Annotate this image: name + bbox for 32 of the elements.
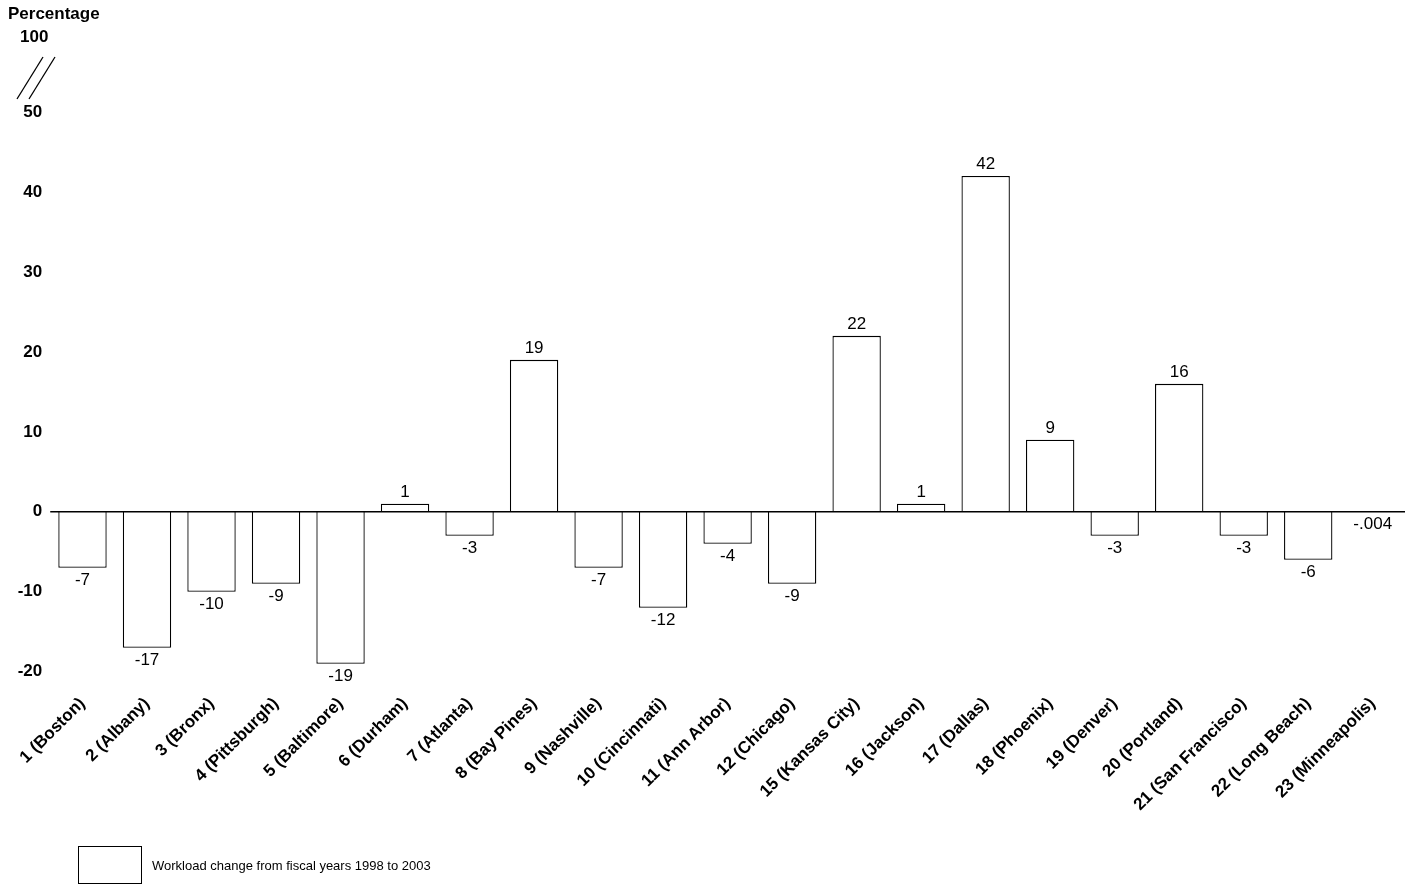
text: Workload change from fiscal years 1998 to 2003 — [152, 857, 431, 873]
y-tick-label: 20 — [23, 341, 43, 361]
data-label: -.004 — [1353, 513, 1393, 533]
y-axis-title: Percentage — [8, 4, 100, 24]
data-label: -6 — [1300, 561, 1316, 581]
data-label: 19 — [524, 338, 544, 358]
data-label: -12 — [650, 609, 676, 629]
data-label: 1 — [916, 481, 926, 501]
data-label: 16 — [1169, 362, 1189, 382]
y-tick-label: 50 — [23, 101, 43, 121]
y-tick-label: 0 — [32, 501, 43, 521]
data-label: -10 — [199, 593, 224, 613]
data-label: -19 — [328, 665, 353, 685]
data-label: -3 — [462, 537, 478, 557]
data-label: -7 — [74, 569, 91, 589]
y-tick-label: 30 — [23, 261, 43, 281]
data-label: 9 — [1045, 418, 1055, 437]
y-tick-label: 10 — [23, 421, 43, 441]
y-tick-label: -10 — [17, 581, 43, 601]
data-label: -7 — [591, 569, 607, 589]
data-label: -17 — [134, 649, 160, 669]
data-label: -3 — [1236, 537, 1252, 557]
data-label: 42 — [976, 154, 996, 174]
text: 100 — [20, 27, 49, 47]
data-label: -9 — [784, 585, 800, 605]
y-tick-label: -20 — [17, 661, 43, 681]
data-label: -9 — [268, 585, 284, 605]
data-label: 1 — [400, 481, 410, 501]
data-label: 22 — [847, 314, 867, 334]
data-label: -4 — [720, 545, 736, 565]
y-tick-label: 40 — [23, 181, 43, 201]
data-label: -3 — [1107, 537, 1123, 557]
